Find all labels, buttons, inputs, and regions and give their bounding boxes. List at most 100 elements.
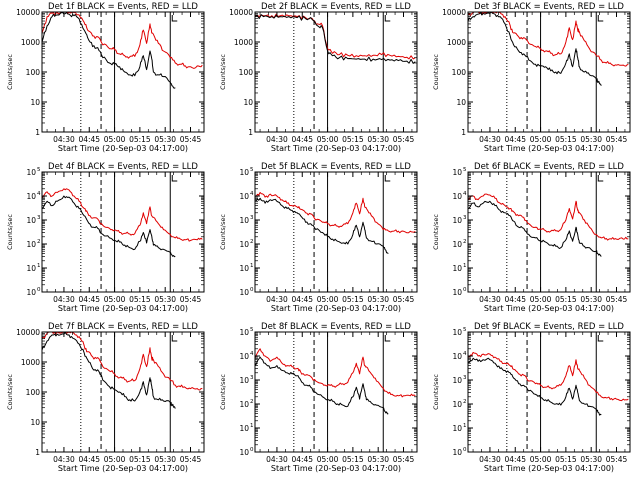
x-tick-label: 05:15 bbox=[555, 135, 577, 144]
x-tick-label: 04:45 bbox=[504, 135, 526, 144]
panel-title: Det 9f BLACK = Events, RED = LLD bbox=[474, 322, 624, 332]
x-tick-label: 04:30 bbox=[266, 455, 288, 464]
y-tick-label: 10 bbox=[26, 264, 36, 273]
y-tick-exponent: 1 bbox=[463, 423, 467, 429]
x-tick-label: 05:30 bbox=[367, 455, 389, 464]
y-tick-label: 10 bbox=[30, 418, 40, 427]
plot-frame bbox=[254, 11, 418, 133]
panel-title: Det 3f BLACK = Events, RED = LLD bbox=[474, 2, 624, 12]
x-tick-label: 05:00 bbox=[317, 295, 339, 304]
y-tick-label: 10 bbox=[26, 240, 36, 249]
y-tick-exponent: 5 bbox=[463, 167, 467, 173]
x-tick-label: 05:45 bbox=[393, 135, 415, 144]
y-tick-exponent: 2 bbox=[37, 239, 41, 245]
y-tick-exponent: 1 bbox=[463, 263, 467, 269]
y-tick-label: 10000 bbox=[16, 8, 40, 17]
y-tick-exponent: 1 bbox=[250, 423, 254, 429]
x-tick-label: 05:15 bbox=[342, 455, 364, 464]
y-tick-label: 10 bbox=[239, 328, 249, 337]
lld-series-line bbox=[254, 192, 416, 234]
y-tick-label: 10 bbox=[239, 424, 249, 433]
events-series-line bbox=[254, 356, 389, 415]
y-tick-label: 10 bbox=[452, 424, 462, 433]
x-tick-label: 05:00 bbox=[317, 455, 339, 464]
y-axis-label: Counts/sec bbox=[219, 214, 227, 250]
x-tick-label: 04:30 bbox=[266, 295, 288, 304]
panel-7: 1 10 100 1000 10000 04:30 04:45 05:00 05:15 05:30… bbox=[6, 322, 205, 473]
lld-series-line bbox=[254, 13, 416, 60]
lld-series-line bbox=[41, 331, 203, 391]
corner-mark bbox=[171, 335, 178, 342]
panel-title: Det 5f BLACK = Events, RED = LLD bbox=[261, 162, 411, 172]
y-axis-label: Counts/sec bbox=[219, 54, 227, 90]
y-axis-label: Counts/sec bbox=[219, 374, 227, 410]
x-tick-label: 05:00 bbox=[530, 295, 552, 304]
corner-mark bbox=[384, 335, 391, 342]
panel-title: Det 8f BLACK = Events, RED = LLD bbox=[261, 322, 411, 332]
y-tick-label: 1 bbox=[461, 128, 466, 137]
x-tick-label: 05:45 bbox=[606, 295, 628, 304]
x-axis-label: Start Time (20-Sep-03 04:17:00) bbox=[484, 304, 614, 313]
x-tick-label: 04:30 bbox=[53, 295, 75, 304]
x-tick-label: 05:00 bbox=[104, 135, 126, 144]
x-axis-label: Start Time (20-Sep-03 04:17:00) bbox=[271, 144, 401, 153]
y-tick-label: 10 bbox=[26, 288, 36, 297]
events-series-line bbox=[41, 195, 176, 258]
x-tick-label: 04:45 bbox=[78, 135, 100, 144]
y-tick-label: 10 bbox=[239, 376, 249, 385]
corner-mark bbox=[384, 175, 391, 182]
y-tick-label: 10 bbox=[452, 288, 462, 297]
y-tick-exponent: 2 bbox=[463, 399, 467, 405]
x-tick-label: 05:15 bbox=[342, 295, 364, 304]
corner-mark bbox=[597, 15, 604, 22]
x-tick-label: 05:45 bbox=[393, 295, 415, 304]
x-tick-label: 04:45 bbox=[504, 295, 526, 304]
y-tick-label: 10 bbox=[239, 352, 249, 361]
y-tick-label: 10 bbox=[452, 192, 462, 201]
x-tick-label: 05:45 bbox=[393, 455, 415, 464]
x-tick-label: 05:30 bbox=[580, 295, 602, 304]
y-tick-exponent: 1 bbox=[37, 263, 41, 269]
y-tick-label: 100 bbox=[26, 68, 41, 77]
corner-mark bbox=[597, 335, 604, 342]
y-axis-label: Counts/sec bbox=[6, 54, 14, 90]
y-tick-label: 10 bbox=[452, 376, 462, 385]
corner-mark bbox=[384, 15, 391, 22]
y-tick-label: 10 bbox=[239, 264, 249, 273]
events-series-line bbox=[254, 197, 389, 254]
x-axis-label: Start Time (20-Sep-03 04:17:00) bbox=[58, 464, 188, 473]
y-tick-label: 10 bbox=[239, 240, 249, 249]
lld-series-line bbox=[467, 193, 629, 241]
panel-title: Det 4f BLACK = Events, RED = LLD bbox=[48, 162, 198, 172]
x-tick-label: 05:45 bbox=[606, 135, 628, 144]
y-tick-exponent: 4 bbox=[463, 351, 467, 357]
y-tick-label: 10 bbox=[452, 216, 462, 225]
events-series-line bbox=[41, 332, 176, 409]
y-tick-exponent: 0 bbox=[37, 287, 41, 293]
y-tick-label: 10 bbox=[452, 448, 462, 457]
x-tick-label: 04:30 bbox=[479, 455, 501, 464]
x-tick-label: 05:00 bbox=[104, 295, 126, 304]
y-tick-exponent: 0 bbox=[250, 287, 254, 293]
plot-frame bbox=[41, 11, 205, 133]
y-tick-label: 10 bbox=[452, 168, 462, 177]
x-axis-label: Start Time (20-Sep-03 04:17:00) bbox=[271, 304, 401, 313]
plot-frame bbox=[254, 171, 418, 293]
y-tick-label: 100 bbox=[239, 68, 254, 77]
y-tick-exponent: 3 bbox=[250, 375, 254, 381]
y-tick-exponent: 5 bbox=[463, 327, 467, 333]
x-tick-label: 05:30 bbox=[580, 135, 602, 144]
y-tick-label: 10 bbox=[452, 240, 462, 249]
y-tick-exponent: 5 bbox=[250, 327, 254, 333]
y-tick-label: 10 bbox=[26, 168, 36, 177]
events-series-line bbox=[254, 14, 416, 64]
y-axis-label: Counts/sec bbox=[432, 374, 440, 410]
x-tick-label: 04:45 bbox=[78, 295, 100, 304]
events-series-line bbox=[467, 357, 602, 416]
x-tick-label: 05:15 bbox=[129, 295, 151, 304]
y-tick-exponent: 3 bbox=[250, 215, 254, 221]
events-series-line bbox=[467, 11, 602, 86]
